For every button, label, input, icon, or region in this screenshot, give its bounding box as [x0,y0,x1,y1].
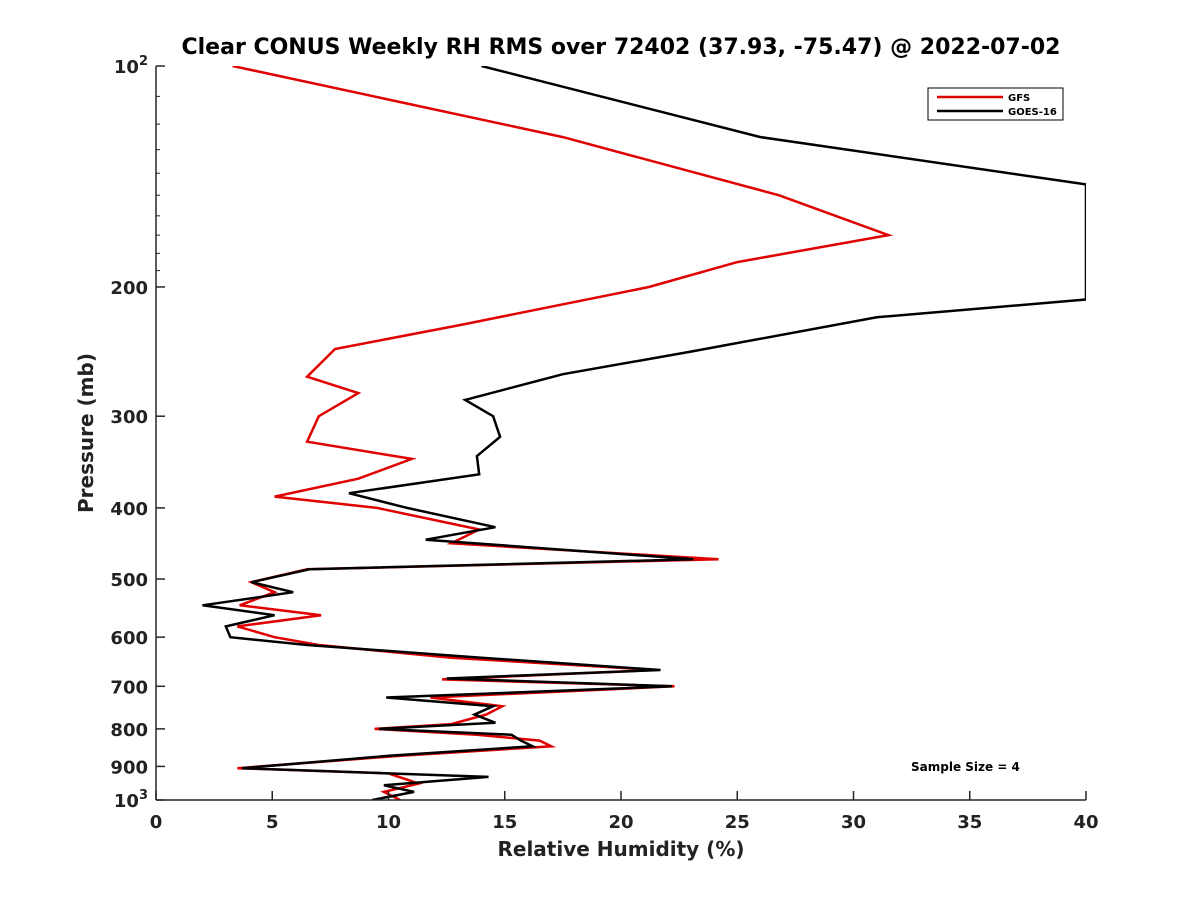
legend-label-gfs: GFS [1008,93,1030,104]
y-tick-label: 102 [114,54,148,78]
legend-label-goes16: GOES-16 [1008,107,1057,118]
y-tick-label: 700 [110,677,148,698]
y-axis-label: Pressure (mb) [74,353,98,513]
x-axis-label: Relative Humidity (%) [497,837,744,861]
y-tick-label: 103 [114,788,148,812]
plot-area: 0 5 10 15 20 25 30 35 40 102 200 300 400 500 600 700 80… [110,54,1098,833]
sample-size-annotation: Sample Size = 4 [911,760,1020,774]
y-axis-ticks: 102 200 300 400 500 600 700 800 900 103 [110,54,165,812]
y-tick-label: 200 [110,278,148,299]
series-layer [202,66,1086,800]
y-tick-label: 500 [110,570,148,591]
y-tick-label: 300 [110,407,148,428]
x-tick-label: 20 [608,812,633,833]
y-tick-label: 400 [110,499,148,520]
y-tick-label: 800 [110,720,148,741]
y-tick-label: 900 [110,757,148,778]
x-tick-label: 10 [376,812,401,833]
x-tick-label: 35 [957,812,982,833]
x-tick-label: 25 [725,812,750,833]
y-tick-label: 600 [110,628,148,649]
legend: GFS GOES-16 [927,87,1064,121]
legend-box [927,87,1064,121]
x-tick-label: 0 [150,812,163,833]
x-tick-label: 40 [1073,812,1098,833]
x-axis-ticks: 0 5 10 15 20 25 30 35 40 [150,791,1099,833]
x-tick-label: 5 [266,812,279,833]
chart-title: Clear CONUS Weekly RH RMS over 72402 (37… [182,35,1061,60]
x-tick-label: 15 [492,812,517,833]
x-tick-label: 30 [841,812,866,833]
series-line-goes16 [202,66,1086,800]
